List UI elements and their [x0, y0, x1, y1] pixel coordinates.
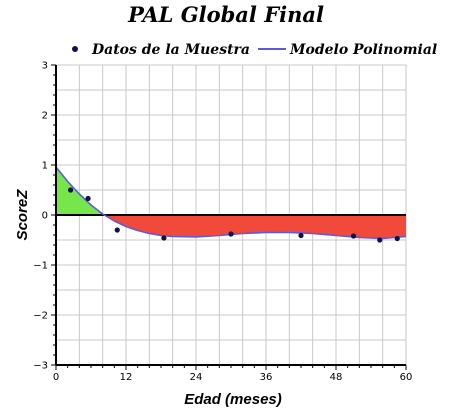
y-axis-title: ScoreZ: [14, 189, 31, 241]
x-tick-label: 0: [53, 372, 59, 383]
y-tick-label: 0: [42, 211, 48, 222]
fill-negative-area: [104, 215, 406, 239]
x-tick-label: 12: [120, 372, 133, 383]
legend: Datos de la Muestra Modelo Polinomial: [72, 42, 437, 58]
data-point: [377, 237, 383, 243]
x-axis-title: Edad (meses): [184, 391, 282, 408]
data-point: [298, 232, 304, 239]
y-tick-label: −3: [33, 361, 48, 372]
chart-title: PAL Global Final: [127, 2, 324, 27]
y-tick-label: 1: [42, 161, 48, 172]
fill-positive-area: [56, 167, 105, 215]
curve-layer: [55, 166, 407, 240]
x-tick-label: 60: [400, 372, 413, 383]
legend-label-modelo: Modelo Polinomial: [289, 42, 437, 58]
y-tick-label: −2: [33, 311, 48, 322]
data-point: [161, 235, 167, 241]
x-tick-label: 36: [260, 372, 273, 383]
point-layer: [67, 187, 400, 243]
data-point: [350, 233, 357, 239]
legend-marker-datos: [72, 46, 78, 52]
fill-areas: [56, 167, 406, 239]
y-tick-label: 2: [42, 111, 48, 122]
y-tick-label: 3: [42, 61, 48, 72]
data-point: [85, 195, 91, 202]
series-line-modelo-polinomial: [55, 166, 407, 240]
data-point: [394, 235, 400, 242]
x-tick-label: 24: [190, 372, 203, 383]
data-point: [114, 227, 120, 233]
y-tick-label: −1: [33, 261, 48, 272]
data-point: [228, 231, 234, 237]
x-tick-label: 48: [330, 372, 343, 383]
data-point: [67, 187, 74, 193]
legend-label-datos: Datos de la Muestra: [91, 42, 250, 58]
